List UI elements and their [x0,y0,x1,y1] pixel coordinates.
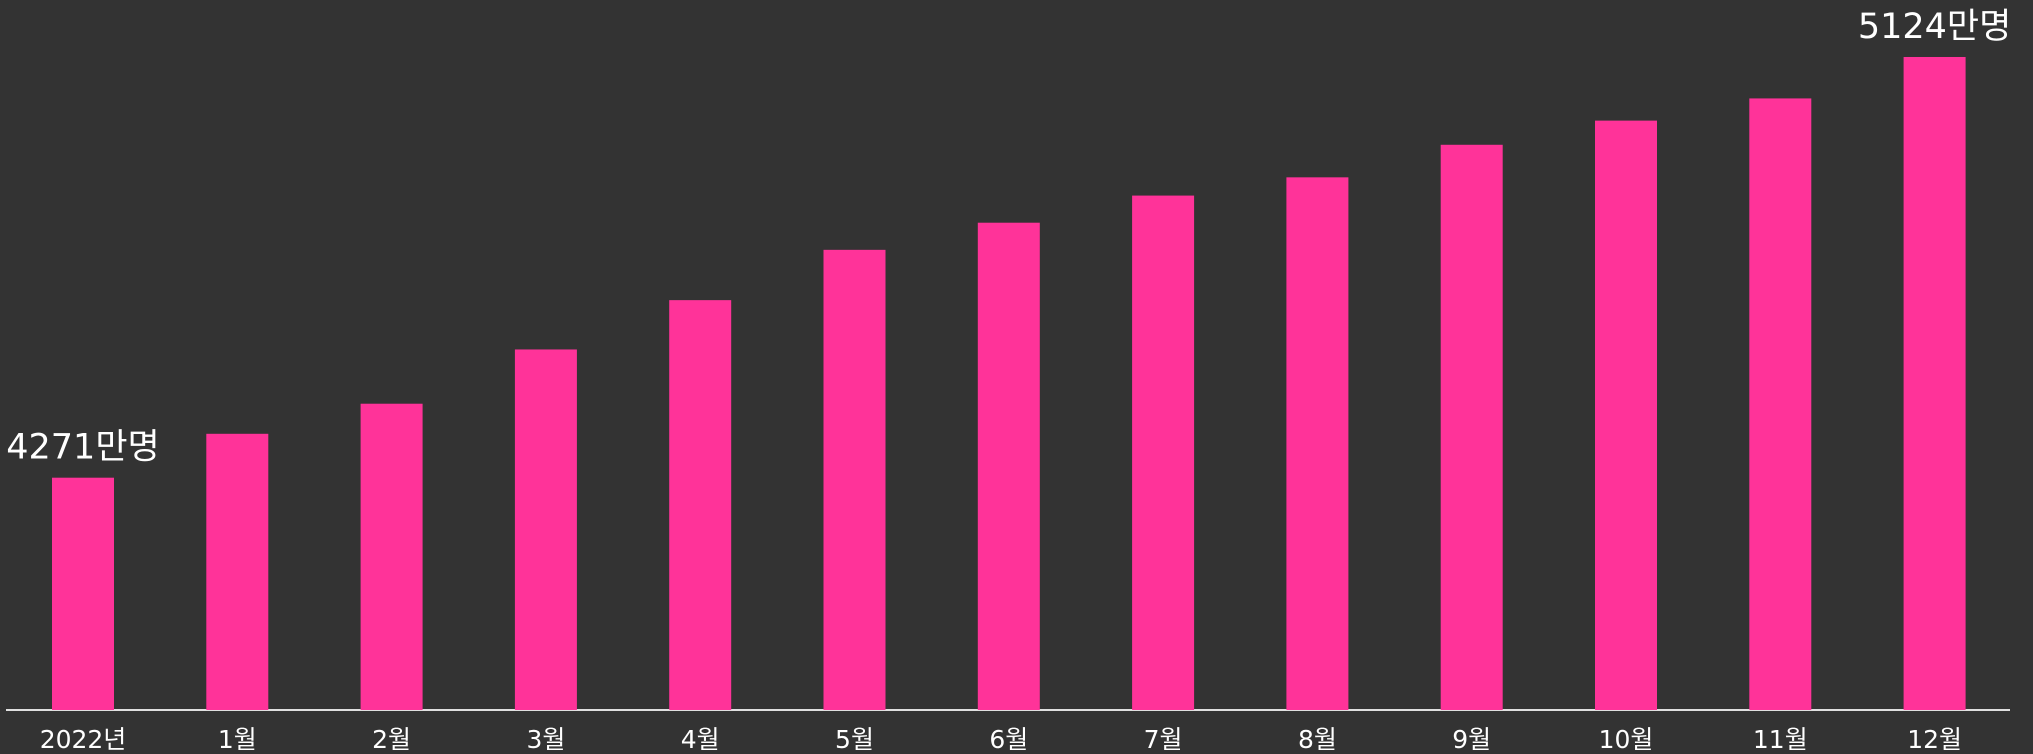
x-tick-label: 10월 [1599,725,1654,754]
x-tick-label: 5월 [835,725,874,754]
x-tick-label: 3월 [526,725,565,754]
bar [977,222,1040,710]
bar [669,300,732,710]
bar [1440,144,1503,710]
x-tick-label: 9월 [1452,725,1491,754]
bar [360,403,423,710]
bar [1903,56,1966,710]
x-tick-label: 7월 [1144,725,1183,754]
x-tick-label: 12월 [1907,725,1962,754]
x-tick-label: 1월 [218,725,257,754]
bar [823,249,886,711]
value-label: 5124만명 [1858,7,2011,47]
value-label: 4271만명 [6,428,159,468]
x-tick-label: 6월 [989,725,1028,754]
x-tick-label: 4월 [681,725,720,754]
bar [1595,120,1657,710]
x-tick-label: 2022년 [40,725,127,754]
bar [1132,195,1195,710]
x-tick-label: 11월 [1753,725,1808,754]
bar [206,433,269,710]
bar [1286,177,1349,711]
bar [1749,98,1812,710]
x-tick-label: 8월 [1298,725,1337,754]
bar [514,349,577,710]
x-tick-label: 2월 [372,725,411,754]
bar [52,477,114,710]
